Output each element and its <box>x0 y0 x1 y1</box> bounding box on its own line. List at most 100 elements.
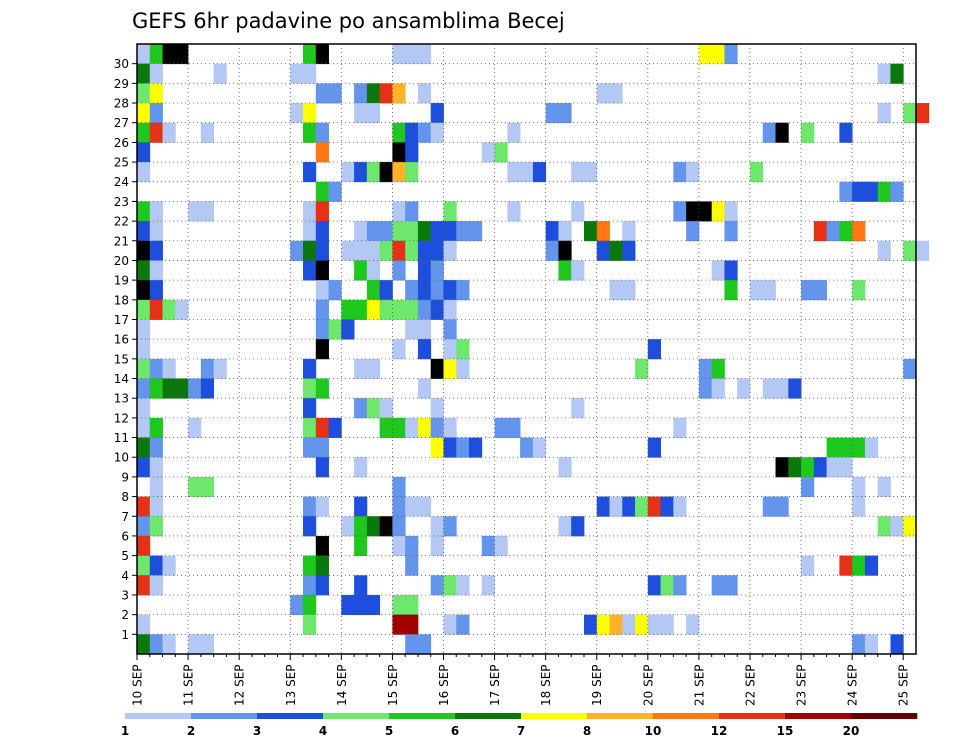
heatmap-cell <box>788 378 802 399</box>
heatmap-cell <box>481 142 495 163</box>
heatmap-cell <box>303 103 317 124</box>
heatmap-cell <box>137 555 151 576</box>
heatmap-cell <box>443 358 457 379</box>
heatmap-cell <box>801 280 815 301</box>
heatmap-cell <box>520 162 534 183</box>
heatmap-cell <box>430 516 444 537</box>
colorbar: 1 2 3 4 5 6 7 8 10 12 15 20 <box>121 713 918 738</box>
y-tick-label: 1 <box>121 628 129 642</box>
heatmap-cell <box>200 378 215 399</box>
heatmap-cell <box>366 221 381 242</box>
heatmap-cell <box>775 122 789 143</box>
heatmap-cell <box>864 634 879 655</box>
heatmap-cell <box>392 260 406 281</box>
heatmap-cell <box>571 260 585 281</box>
heatmap-cell <box>558 240 572 261</box>
heatmap-cell <box>711 575 725 596</box>
heatmap-cell <box>430 417 444 438</box>
heatmap-cell <box>149 496 163 517</box>
heatmap-cell <box>315 339 329 360</box>
heatmap-cell <box>430 103 444 124</box>
heatmap-cell <box>417 221 432 242</box>
heatmap-cell <box>417 280 432 301</box>
heatmap-cell <box>456 358 470 379</box>
heatmap-cell <box>354 103 368 124</box>
x-tick-label: 23 SEP <box>795 664 809 706</box>
heatmap-cell <box>724 280 738 301</box>
heatmap-cell <box>456 575 470 596</box>
heatmap-cell <box>392 240 406 261</box>
heatmap-cell <box>137 63 151 84</box>
heatmap-cell <box>200 358 215 379</box>
heatmap-cell <box>813 221 828 242</box>
heatmap-cell <box>200 634 215 655</box>
heatmap-cell <box>622 221 636 242</box>
heatmap-cell <box>877 181 891 202</box>
heatmap-cell <box>175 378 189 399</box>
heatmap-cell <box>698 378 713 399</box>
colorbar-swatch <box>851 713 918 719</box>
heatmap-cell <box>417 299 432 320</box>
heatmap-cell <box>916 103 930 124</box>
heatmap-cell <box>303 221 317 242</box>
heatmap-cell <box>290 63 304 84</box>
heatmap-cell <box>392 122 406 143</box>
colorbar-swatch <box>719 713 786 719</box>
heatmap-cell <box>417 339 432 360</box>
heatmap-cell <box>392 496 406 517</box>
heatmap-cell <box>379 280 393 301</box>
heatmap-cell <box>149 83 163 104</box>
heatmap-cell <box>596 496 610 517</box>
heatmap-cell <box>507 417 521 438</box>
heatmap-cell <box>149 299 163 320</box>
heatmap-cell <box>392 83 406 104</box>
heatmap-cell <box>366 260 381 281</box>
heatmap-cell <box>379 299 393 320</box>
heatmap-cell <box>711 378 725 399</box>
heatmap-cell <box>303 260 317 281</box>
heatmap-cell <box>469 437 483 458</box>
heatmap-cell <box>839 457 853 478</box>
heatmap-cell <box>341 319 355 340</box>
heatmap-cell <box>558 516 572 537</box>
heatmap-cell <box>137 201 151 222</box>
heatmap-cell <box>137 122 151 143</box>
heatmap-cell <box>405 142 419 163</box>
heatmap-cell <box>903 240 917 261</box>
heatmap-cell <box>622 496 636 517</box>
heatmap-cell <box>149 260 163 281</box>
heatmap-cell <box>137 614 151 635</box>
y-tick-label: 18 <box>114 293 129 307</box>
heatmap-cell <box>762 496 776 517</box>
y-tick-label: 21 <box>114 234 129 248</box>
x-tick-label: 20 SEP <box>641 664 655 706</box>
x-tick-label: 16 SEP <box>437 664 451 706</box>
grid-lines <box>137 44 916 654</box>
heatmap-cell <box>366 594 381 616</box>
heatmap-cell <box>354 594 368 616</box>
heatmap-cell <box>877 63 891 84</box>
heatmap-cell <box>660 614 674 635</box>
colorbar-swatch <box>125 713 192 719</box>
heatmap-cell <box>890 634 904 655</box>
heatmap-cell <box>162 44 176 65</box>
heatmap-cell <box>149 122 163 143</box>
heatmap-cell <box>724 201 738 222</box>
heatmap-cell <box>303 162 317 183</box>
heatmap-cell <box>392 299 406 320</box>
heatmap-cell <box>137 142 151 163</box>
heatmap-cell <box>149 575 163 596</box>
heatmap-cell <box>852 280 866 301</box>
heatmap-cell <box>149 358 163 379</box>
heatmap-cell <box>303 122 317 143</box>
heatmap-cell <box>430 122 444 143</box>
y-tick-label: 19 <box>114 274 129 288</box>
heatmap-cell <box>290 240 304 261</box>
y-tick-label: 5 <box>121 549 129 563</box>
heatmap-cell <box>507 122 521 143</box>
heatmap-cell <box>443 575 457 596</box>
heatmap-cell <box>366 240 381 261</box>
heatmap-cell <box>762 122 776 143</box>
heatmap-cell <box>137 358 151 379</box>
heatmap-cell <box>481 575 495 596</box>
